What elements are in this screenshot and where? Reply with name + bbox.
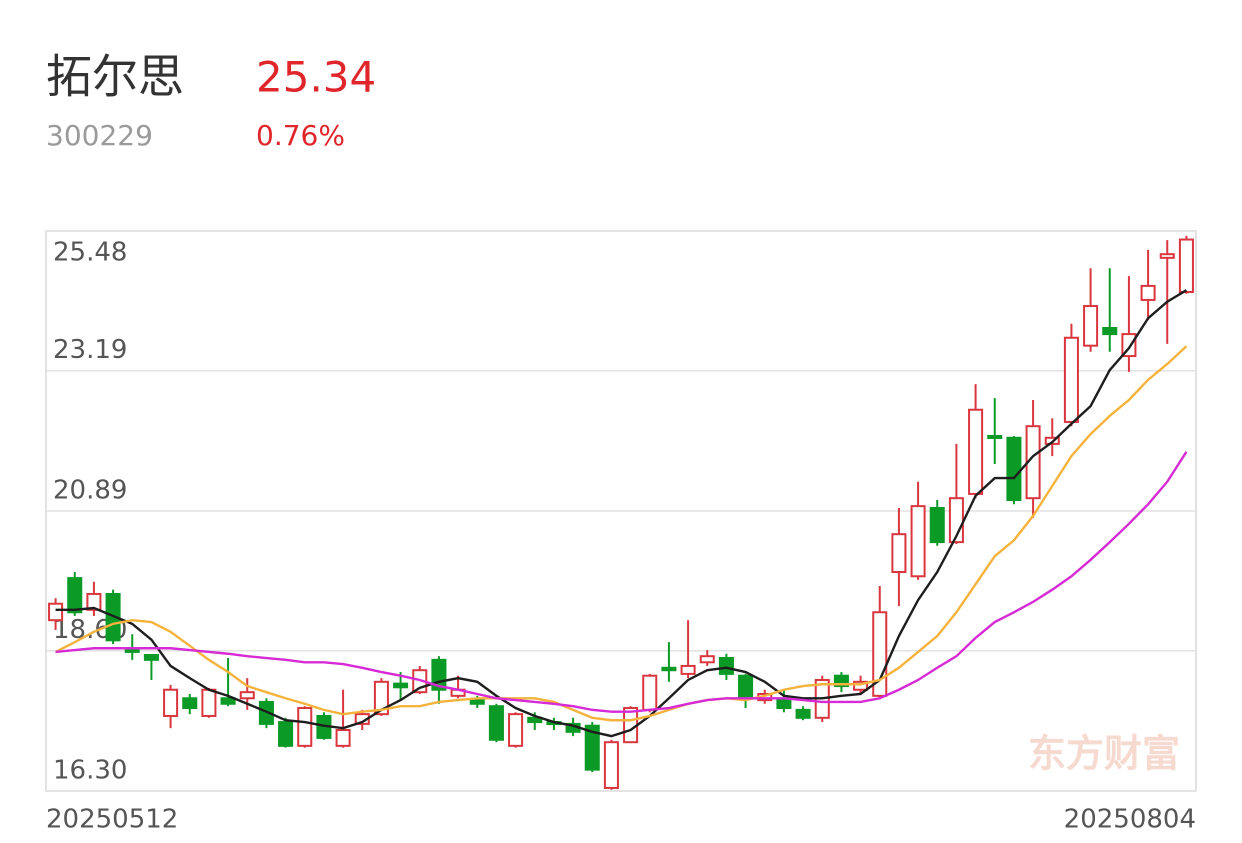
candle-body (603, 741, 619, 789)
candle-body (699, 655, 715, 664)
candle-body (67, 577, 83, 614)
candle-body (297, 707, 313, 747)
stock-change: 0.76% (256, 119, 345, 152)
candle-body (1178, 238, 1194, 294)
candle-body (182, 697, 198, 710)
candle-body (853, 680, 869, 691)
candle-body (469, 699, 485, 705)
candle-body (910, 505, 926, 578)
ma-line (55, 451, 1188, 713)
candle-body (718, 657, 734, 675)
candle-body (1006, 436, 1022, 502)
candle-body (239, 691, 255, 700)
candle-body (776, 699, 792, 710)
ma-line (55, 289, 1188, 738)
candle-body (527, 716, 543, 724)
x-tick-label: 20250804 (1064, 805, 1196, 835)
candle-body (1083, 305, 1099, 347)
candle-body (833, 674, 849, 688)
candle-body (968, 408, 984, 495)
candle-body (48, 602, 64, 622)
candle-body (738, 674, 754, 700)
candle-body (680, 664, 696, 675)
candle-body (623, 707, 639, 744)
candle-body (220, 697, 236, 705)
candle-body (201, 688, 217, 717)
candle-body (393, 682, 409, 689)
candle-body (584, 724, 600, 771)
stock-name: 拓尔思 (46, 50, 184, 104)
candle-body (661, 666, 677, 672)
y-tick-label: 23.19 (53, 335, 127, 365)
candle-body (278, 721, 294, 747)
candle-body (335, 728, 351, 747)
candle-body (1159, 253, 1175, 259)
candle-body (86, 592, 102, 611)
candle-body (143, 653, 159, 661)
candle-body (1140, 284, 1156, 301)
candle-body (795, 708, 811, 719)
candle-body (488, 705, 504, 741)
candle-body (1102, 326, 1118, 336)
ma-line (55, 345, 1188, 722)
y-tick-label: 16.30 (53, 756, 127, 786)
candle-body (373, 680, 389, 716)
y-tick-label: 20.89 (53, 476, 127, 506)
candle-body (642, 674, 658, 711)
candle-body (929, 506, 945, 544)
stock-code: 300229 (46, 119, 153, 152)
candle-body (508, 713, 524, 747)
stock-price: 25.34 (256, 53, 376, 102)
y-tick-label: 25.48 (53, 238, 127, 268)
candle-body (1063, 336, 1079, 423)
candle-body (891, 533, 907, 574)
candle-body (987, 434, 1003, 439)
candle-body (163, 688, 179, 717)
watermark: 东方财富 (1028, 732, 1180, 776)
x-tick-label: 20250512 (46, 805, 178, 835)
